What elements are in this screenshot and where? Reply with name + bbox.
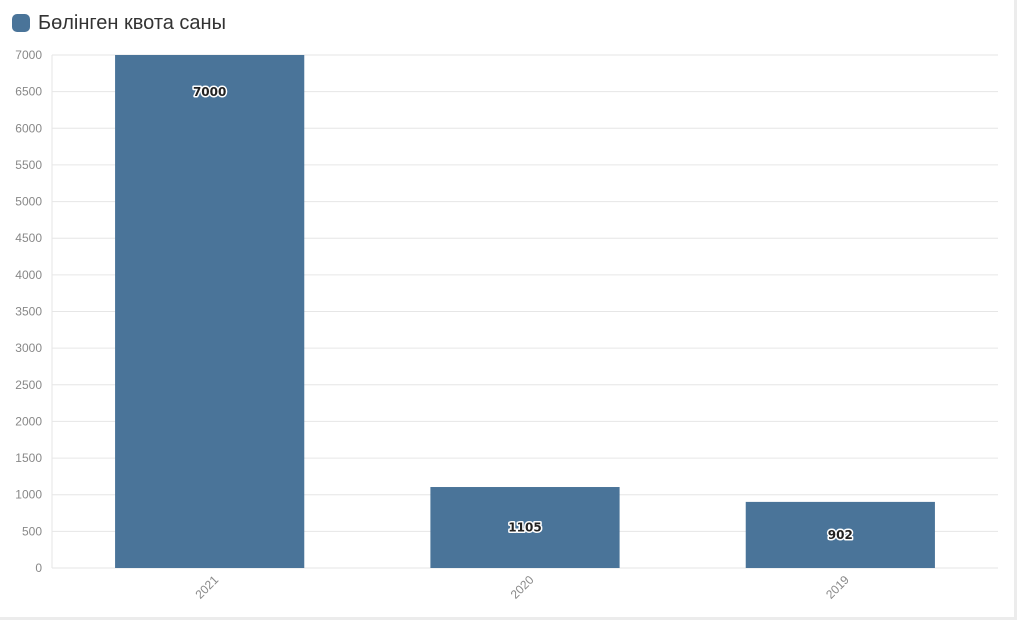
y-tick-label: 500 [22, 524, 42, 538]
y-tick-label: 7000 [15, 48, 42, 62]
bars [115, 55, 935, 568]
data-label-2019: 902 [828, 528, 853, 542]
legend[interactable]: Бөлінген квота саны [12, 11, 226, 35]
y-tick-label: 6500 [15, 85, 42, 99]
y-axis-ticks: 0 500 1000 1500 2000 2500 3000 3500 4000 4500 5000… [15, 48, 42, 575]
legend-label: Бөлінген квота саны [38, 11, 226, 34]
legend-swatch [12, 14, 30, 32]
y-tick-label: 3000 [15, 341, 42, 355]
y-tick-label: 4500 [15, 231, 42, 245]
x-tick-label-2020: 2020 [508, 573, 537, 602]
y-tick-label: 3500 [15, 305, 42, 319]
y-tick-label: 4000 [15, 268, 42, 282]
x-tick-label-2019: 2019 [823, 573, 852, 602]
y-tick-label: 0 [35, 561, 42, 575]
y-tick-label: 1500 [15, 451, 42, 465]
x-axis-ticks: 2021 2020 2019 [192, 573, 852, 602]
bar-2020[interactable] [430, 487, 620, 568]
y-tick-label: 1000 [15, 488, 42, 502]
y-tick-label: 5000 [15, 195, 42, 209]
y-tick-label: 5500 [15, 158, 42, 172]
y-tick-label: 2500 [15, 378, 42, 392]
bar-2021[interactable] [115, 55, 305, 568]
y-tick-label: 2000 [15, 414, 42, 428]
data-label-2020: 1105 [508, 521, 541, 535]
data-labels: 7000 1105 902 [191, 84, 854, 544]
y-tick-label: 6000 [15, 121, 42, 135]
x-tick-label-2021: 2021 [192, 573, 221, 602]
data-label-2021: 7000 [193, 85, 226, 99]
bar-2019[interactable] [745, 501, 935, 568]
